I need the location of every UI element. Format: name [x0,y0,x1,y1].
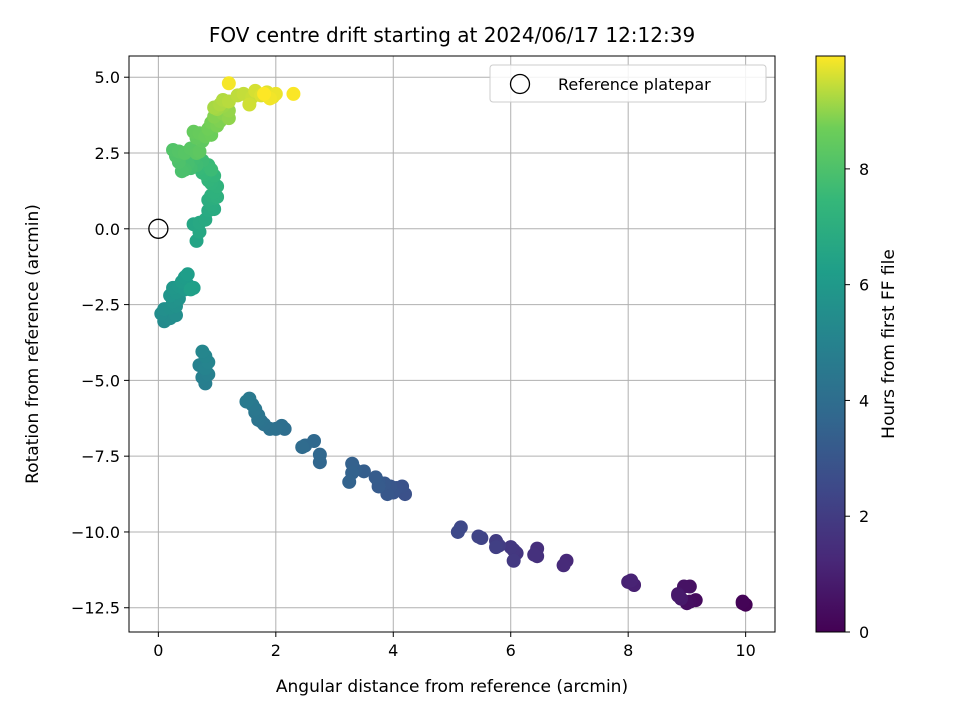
colorbar-tick-label: 6 [859,276,869,295]
colorbar-label: Hours from first FF file [879,249,899,439]
data-point [242,97,257,112]
data-points [154,76,753,612]
data-point [471,529,486,544]
y-tick-label: 0.0 [95,220,120,239]
data-point [239,394,254,409]
y-tick-label: −10.0 [71,523,120,542]
data-point [735,594,750,609]
legend-label-reference: Reference platepar [558,75,711,94]
x-axis-label: Angular distance from reference (arcmin) [276,677,628,697]
data-point [624,573,639,588]
data-point [192,144,207,159]
data-point [195,344,210,359]
reference-platepar-point [148,218,169,239]
data-point [295,440,310,455]
y-tick-label: 5.0 [95,68,120,87]
colorbar-gradient [815,55,846,633]
data-point [183,282,198,297]
colorbar-tick-label: 8 [859,160,869,179]
x-tick-label: 6 [506,641,516,660]
data-point [450,524,465,539]
colorbar: 0 2 4 6 8 Hours from first FF file [815,55,899,642]
data-point [489,540,504,555]
data-point [204,162,219,177]
colorbar-tick-label: 2 [859,507,869,526]
x-tick-label: 2 [271,641,281,660]
data-point [257,86,272,101]
x-tick-label: 10 [735,641,755,660]
plot-frame [128,55,776,633]
colorbar-tick-label: 4 [859,391,869,410]
data-point [221,76,236,91]
legend-box [489,64,767,103]
y-tick-label: 2.5 [95,144,120,163]
y-tick-label: −12.5 [71,599,120,618]
data-point [368,470,383,485]
data-point [503,540,518,555]
data-point [312,447,327,462]
data-point [286,86,301,101]
colorbar-ticks: 0 2 4 6 8 [845,160,869,642]
x-axis-ticks: 0 2 4 6 8 10 [153,632,756,660]
grid [129,56,775,632]
y-tick-label: −2.5 [81,296,120,315]
data-point [342,474,357,489]
reference-marker-icon [509,73,531,95]
y-tick-label: −5.0 [81,371,120,390]
data-point [506,553,521,568]
x-tick-label: 4 [388,641,398,660]
data-point [556,558,571,573]
x-tick-label: 8 [623,641,633,660]
chart-title: FOV centre drift starting at 2024/06/17 … [209,23,695,47]
data-point [527,547,542,562]
y-axis-label: Rotation from reference (arcmin) [23,204,43,484]
colorbar-tick-label: 0 [859,623,869,642]
y-axis-ticks: 5.0 2.5 0.0 −2.5 −5.0 −7.5 −10.0 −12.5 [71,68,129,618]
y-tick-label: −7.5 [81,447,120,466]
legend: Reference platepar [489,64,767,103]
data-point [671,588,686,603]
x-tick-label: 0 [153,641,163,660]
data-point [180,267,195,282]
